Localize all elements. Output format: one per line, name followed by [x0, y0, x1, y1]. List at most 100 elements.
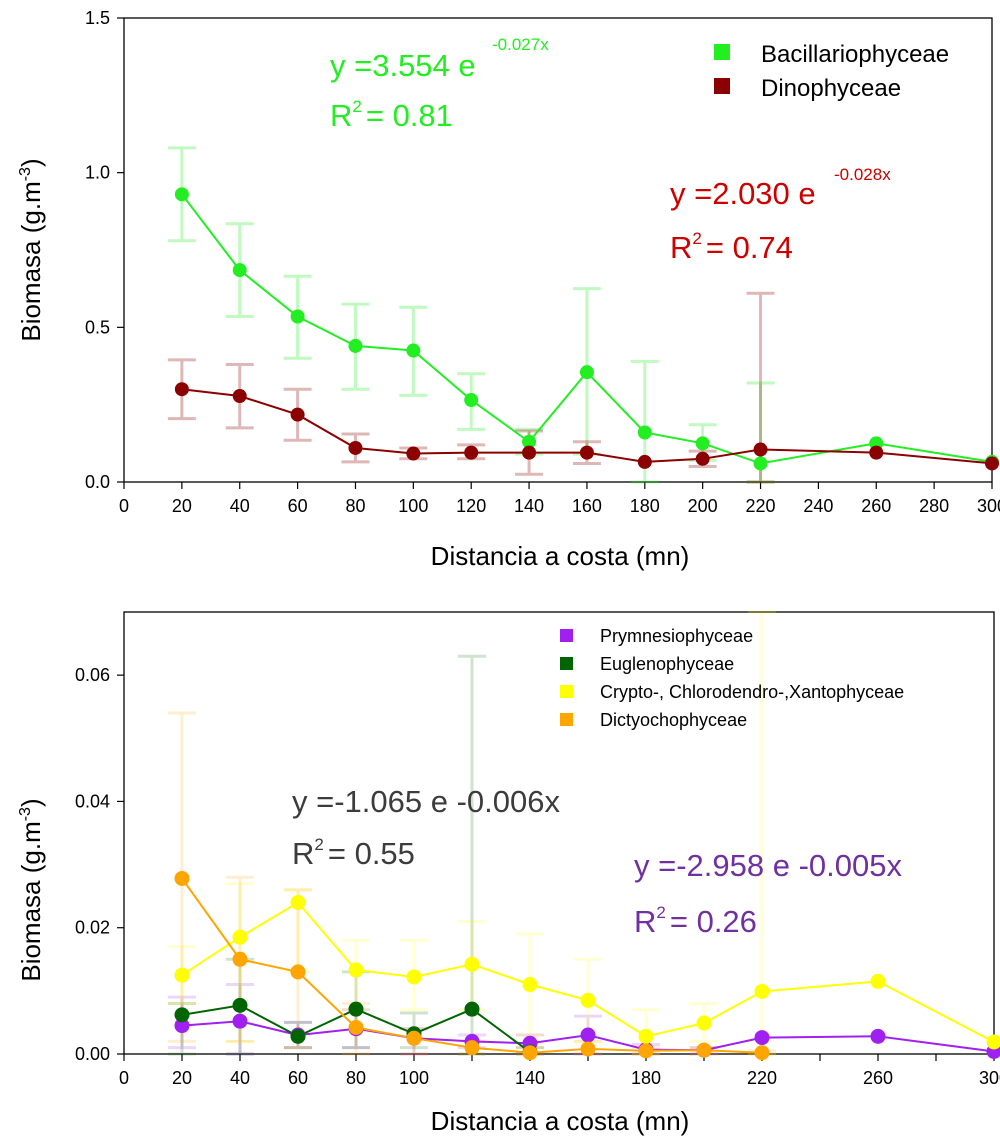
bottom-y-axis-title-close: )	[16, 798, 46, 807]
plot-area-bottom	[123, 611, 995, 1055]
bottom-legend: Prymnesiophyceae Euglenophyceae Crypto-,…	[560, 626, 904, 730]
bottom-x-axis-title: Distancia a costa (mn)	[431, 1106, 690, 1136]
x-tick-label: 140	[515, 1068, 545, 1088]
x-tick-label: 120	[456, 496, 486, 516]
data-point-crypto-chlorodendro-xantophyceae	[232, 929, 248, 945]
top-y-axis-title-close: )	[16, 158, 46, 167]
x-tick-label: 260	[861, 496, 891, 516]
data-point-bacillariophyceae	[290, 309, 305, 324]
x-tick-label: 260	[863, 1068, 893, 1088]
data-point-prymnesiophyceae	[174, 1018, 190, 1034]
data-point-euglenophyceae	[174, 1007, 190, 1023]
data-point-prymnesiophyceae	[580, 1027, 596, 1043]
data-point-dictyochophyceae	[290, 964, 306, 980]
y-tick-label: 0.06	[75, 665, 110, 685]
data-point-dinophyceae	[579, 445, 594, 460]
equation-text: y =-1.065 e -0.006x	[292, 784, 560, 819]
bottom-equation-euglenophyceae: y =-1.065 e -0.006x R2 = 0.55	[292, 784, 560, 871]
top-axes: 0 20 40 60 80 100 120 140 160 180 200 220 240 260 280 3…	[85, 8, 1000, 516]
x-tick-label: 20	[172, 1068, 192, 1088]
data-point-dictyochophyceae	[406, 1030, 422, 1046]
top-y-axis-title: Biomasa (g.m-3)	[16, 158, 46, 341]
data-point-prymnesiophyceae	[870, 1028, 886, 1044]
data-point-dinophyceae	[869, 445, 884, 460]
x-tick-label: 80	[345, 496, 365, 516]
data-point-dictyochophyceae	[696, 1042, 712, 1058]
data-point-dictyochophyceae	[580, 1041, 596, 1057]
data-point-bacillariophyceae	[522, 434, 537, 449]
data-point-crypto-chlorodendro-xantophyceae	[638, 1028, 654, 1044]
top-legend: Bacillariophyceae Dinophyceae	[714, 41, 949, 102]
data-point-crypto-chlorodendro-xantophyceae	[696, 1015, 712, 1031]
bottom-points	[174, 870, 1000, 1061]
data-point-crypto-chlorodendro-xantophyceae	[406, 969, 422, 985]
data-point-dinophyceae	[290, 407, 305, 422]
data-point-dictyochophyceae	[754, 1045, 770, 1061]
y-tick-label: 0.04	[75, 791, 110, 811]
data-point-dinophyceae	[406, 446, 421, 461]
top-y-axis-title-sup: -3	[17, 167, 34, 181]
legend-swatch-crypto	[560, 685, 573, 698]
data-point-dictyochophyceae	[638, 1043, 654, 1059]
top-equation-bacillariophyceae: y =3.554 e -0.027x R2 = 0.81	[330, 35, 549, 133]
data-point-dictyochophyceae	[522, 1045, 538, 1061]
x-tick-label: 80	[346, 1068, 366, 1088]
x-tick-label: 100	[398, 496, 428, 516]
data-point-dinophyceae	[464, 445, 479, 460]
x-tick-label: 240	[803, 496, 833, 516]
data-point-crypto-chlorodendro-xantophyceae	[348, 962, 364, 978]
x-tick-label: 300	[979, 1068, 1000, 1088]
top-points	[174, 187, 999, 471]
data-point-dictyochophyceae	[348, 1019, 364, 1035]
bottom-y-axis-title-main: Biomasa (g.m	[16, 821, 46, 981]
data-point-crypto-chlorodendro-xantophyceae	[464, 956, 480, 972]
legend-swatch-dictyochophyceae	[560, 713, 573, 726]
x-tick-label: 20	[172, 496, 192, 516]
equation-text: y =3.554 e	[330, 48, 476, 83]
data-point-dinophyceae	[753, 442, 768, 457]
legend-swatch-euglenophyceae	[560, 657, 573, 670]
data-point-bacillariophyceae	[637, 425, 652, 440]
legend-label-prymnesiophyceae: Prymnesiophyceae	[600, 626, 753, 646]
data-point-bacillariophyceae	[406, 343, 421, 358]
bottom-axes: 0 20 40 60 80 100 140 180 220 260 300 0.00 0.02 0.04 0…	[75, 665, 1000, 1088]
legend-label-dictyochophyceae: Dictyochophyceae	[600, 710, 747, 730]
data-point-crypto-chlorodendro-xantophyceae	[754, 983, 770, 999]
data-point-crypto-chlorodendro-xantophyceae	[522, 977, 538, 993]
data-point-bacillariophyceae	[464, 393, 479, 408]
bottom-y-axis-title: Biomasa (g.m-3)	[16, 798, 46, 981]
equation-text: y =-2.958 e -0.005x	[634, 848, 902, 883]
x-tick-label: 100	[399, 1068, 429, 1088]
equation-exponent: -0.027x	[492, 35, 549, 54]
r-squared-text: R2 = 0.74	[670, 229, 793, 265]
x-tick-label: 0	[119, 1068, 129, 1088]
data-point-euglenophyceae	[232, 997, 248, 1013]
legend-label-crypto: Crypto-, Chlorodendro-,Xantophyceae	[600, 682, 904, 702]
chart-top: 0 20 40 60 80 100 120 140 160 180 200 220 240 260 280 3…	[16, 8, 1000, 571]
data-point-dinophyceae	[637, 454, 652, 469]
data-point-prymnesiophyceae	[232, 1013, 248, 1029]
legend-label-dinophyceae: Dinophyceae	[761, 75, 901, 102]
top-equation-dinophyceae: y =2.030 e -0.028x R2 = 0.74	[670, 165, 891, 265]
x-tick-label: 140	[514, 496, 544, 516]
data-point-bacillariophyceae	[232, 263, 247, 278]
data-point-crypto-chlorodendro-xantophyceae	[986, 1034, 1000, 1050]
chart-bottom: 0 20 40 60 80 100 140 180 220 260 300 0.00 0.02 0.04 0…	[16, 610, 1000, 1136]
data-point-prymnesiophyceae	[754, 1030, 770, 1046]
data-point-crypto-chlorodendro-xantophyceae	[174, 967, 190, 983]
x-tick-label: 60	[288, 1068, 308, 1088]
data-point-dinophyceae	[174, 382, 189, 397]
data-point-dinophyceae	[985, 456, 999, 471]
bottom-equation-prymnesiophyceae: y =-2.958 e -0.005x R2 = 0.26	[634, 848, 902, 939]
x-tick-label: 40	[230, 1068, 250, 1088]
data-point-dinophyceae	[348, 440, 363, 455]
data-point-dictyochophyceae	[464, 1040, 480, 1056]
y-tick-label: 1.0	[85, 163, 110, 183]
y-tick-label: 1.5	[85, 8, 110, 28]
data-point-dinophyceae	[695, 451, 710, 466]
top-y-axis-title-main: Biomasa (g.m	[16, 181, 46, 341]
equation-exponent: -0.028x	[834, 165, 891, 184]
data-point-bacillariophyceae	[579, 365, 594, 380]
data-point-dinophyceae	[522, 445, 537, 460]
y-tick-label: 0.02	[75, 918, 110, 938]
